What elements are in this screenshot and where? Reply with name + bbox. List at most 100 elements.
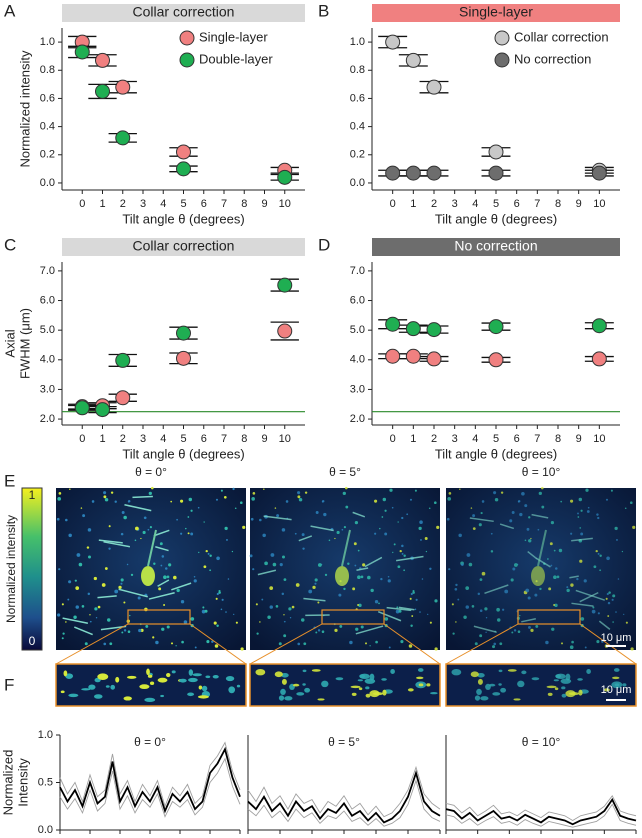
texture: [463, 615, 467, 620]
texture: [317, 629, 321, 632]
texture: [397, 521, 399, 523]
texture: [606, 556, 610, 561]
texture: [76, 553, 81, 557]
texture: [82, 514, 86, 518]
texture: [104, 567, 108, 570]
zoom-box: [517, 609, 581, 625]
texture: [528, 625, 531, 629]
scale-bar-label: 10 μm: [601, 632, 632, 644]
texture: [599, 554, 602, 557]
texture: [436, 525, 440, 529]
texture: [176, 588, 180, 593]
texture: [161, 555, 165, 558]
texture: [519, 614, 521, 617]
x-tick-label: 10: [593, 433, 605, 445]
texture: [369, 645, 371, 647]
texture: [168, 563, 172, 567]
texture: [528, 539, 532, 543]
texture: [62, 632, 65, 635]
texture: [481, 571, 486, 576]
texture: [206, 640, 210, 644]
texture: [409, 597, 412, 600]
texture: [465, 586, 470, 590]
texture: [157, 579, 170, 587]
texture: [571, 537, 593, 542]
texture: [65, 518, 68, 522]
texture: [349, 640, 353, 645]
y-tick-label: 0.2: [350, 149, 365, 161]
texture: [599, 569, 602, 572]
zoom-guide: [445, 623, 519, 665]
texture: [546, 685, 557, 689]
x-tick-label: 5: [180, 433, 186, 445]
texture: [205, 675, 211, 679]
legend-swatch: [179, 30, 195, 46]
texture: [97, 605, 101, 609]
texture: [531, 566, 545, 586]
texture: [384, 532, 388, 536]
texture: [465, 605, 469, 609]
point: [591, 165, 607, 181]
x-tick-label: 4: [160, 433, 166, 445]
texture: [203, 565, 207, 569]
point: [95, 402, 110, 418]
texture: [62, 617, 89, 624]
profile-line: [247, 769, 441, 824]
texture: [328, 539, 331, 542]
panel-label: B: [318, 1, 329, 20]
texture: [417, 668, 424, 672]
texture: [283, 578, 287, 581]
texture: [497, 618, 501, 622]
point: [385, 34, 401, 50]
y-tick-label: 6.0: [40, 294, 55, 306]
texture: [148, 491, 152, 495]
texture: [141, 566, 155, 586]
y-tick-label: 5.0: [40, 324, 55, 336]
texture: [565, 673, 571, 681]
texture: [343, 587, 346, 591]
texture: [364, 642, 368, 645]
texture: [615, 611, 617, 613]
point: [74, 400, 90, 416]
texture: [278, 695, 285, 701]
texture: [396, 555, 424, 562]
texture: [458, 533, 462, 538]
x-tick-label: 8: [555, 433, 561, 445]
texture: [223, 495, 227, 499]
texture: [297, 491, 301, 495]
point: [405, 52, 421, 68]
texture: [317, 563, 322, 567]
texture: [407, 688, 414, 692]
point: [385, 316, 401, 332]
x-tick-label: 7: [534, 198, 540, 210]
texture: [87, 528, 92, 532]
point: [176, 144, 191, 160]
texture: [561, 693, 567, 698]
texture: [524, 504, 528, 508]
x-tick-label: 10: [279, 433, 291, 445]
texture: [138, 628, 142, 633]
texture: [555, 567, 558, 570]
texture: [549, 542, 553, 546]
texture: [395, 609, 400, 614]
texture: [335, 677, 344, 681]
texture: [374, 532, 377, 535]
texture: [94, 607, 98, 611]
texture: [314, 578, 318, 582]
x-tick-label: 8: [241, 198, 247, 210]
texture: [343, 526, 347, 529]
texture: [126, 563, 129, 566]
texture: [477, 672, 485, 678]
texture: [354, 564, 357, 567]
texture: [158, 587, 162, 591]
texture: [614, 526, 618, 531]
inset: [249, 663, 441, 707]
texture: [455, 621, 457, 623]
texture: [571, 602, 594, 607]
texture: [147, 674, 153, 678]
texture: [345, 505, 349, 509]
texture: [586, 510, 590, 513]
texture: [584, 646, 587, 649]
texture: [321, 499, 325, 503]
y-axis-label: Normalized intensity: [17, 50, 32, 168]
